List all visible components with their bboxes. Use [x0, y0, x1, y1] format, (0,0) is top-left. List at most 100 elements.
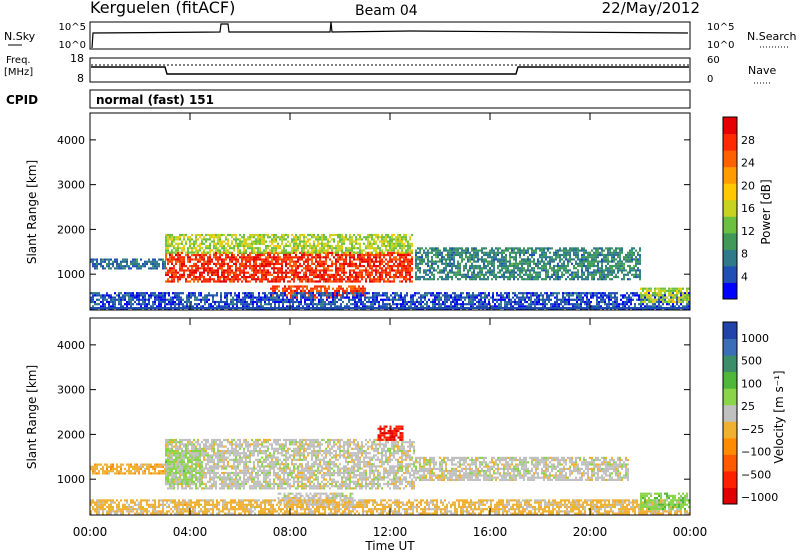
data-cell	[437, 264, 439, 268]
data-cell	[337, 267, 339, 270]
data-cell	[353, 240, 355, 243]
data-cell	[613, 251, 615, 254]
data-cell	[339, 267, 341, 270]
data-cell	[383, 280, 385, 283]
data-cell	[354, 285, 356, 288]
data-cell	[359, 233, 361, 237]
data-cell	[249, 242, 251, 245]
data-cell	[359, 242, 361, 245]
data-cell	[555, 251, 557, 254]
data-cell	[557, 269, 559, 272]
data-cell	[432, 305, 434, 308]
data-cell	[473, 258, 475, 261]
data-cell	[197, 278, 199, 281]
data-cell	[574, 292, 576, 295]
data-cell	[309, 233, 311, 237]
data-cell	[375, 240, 377, 243]
data-cell	[339, 262, 341, 265]
data-cell	[211, 258, 213, 261]
data-cell	[441, 251, 443, 254]
data-cell	[474, 298, 476, 301]
data-cell	[293, 265, 295, 268]
data-cell	[142, 298, 144, 301]
data-cell	[243, 256, 245, 259]
data-cell	[132, 258, 134, 261]
data-cell	[331, 233, 333, 237]
data-cell	[523, 249, 525, 252]
data-cell	[629, 267, 631, 270]
data-cell	[410, 294, 412, 297]
data-cell	[464, 298, 466, 301]
data-cell	[345, 254, 347, 257]
data-cell	[518, 298, 520, 301]
data-cell	[356, 303, 358, 306]
data-cell	[189, 256, 191, 259]
data-cell	[451, 278, 453, 281]
data-cell	[561, 267, 563, 270]
data-cell	[353, 280, 355, 283]
data-cell	[403, 278, 405, 281]
data-cell	[124, 296, 126, 299]
data-cell	[421, 260, 423, 263]
data-cell	[179, 233, 181, 237]
data-cell	[493, 258, 495, 261]
data-cell	[114, 296, 116, 299]
data-cell	[546, 296, 548, 299]
data-cell	[212, 294, 214, 297]
data-cell	[574, 305, 576, 308]
data-cell	[348, 300, 350, 304]
data-cell	[527, 278, 529, 281]
data-cell	[360, 300, 362, 304]
data-cell	[462, 305, 464, 308]
data-cell	[335, 278, 337, 281]
data-cell	[217, 242, 219, 245]
data-cell	[376, 300, 378, 304]
data-cell	[156, 296, 158, 299]
data-cell	[349, 269, 351, 272]
data-cell	[379, 249, 381, 252]
data-cell	[331, 238, 333, 241]
data-cell	[334, 303, 336, 306]
data-cell	[244, 298, 246, 301]
data-cell	[249, 256, 251, 259]
data-cell	[219, 258, 221, 261]
data-cell	[195, 276, 197, 279]
data-cell	[267, 236, 269, 239]
data-cell	[281, 273, 283, 276]
data-cell	[429, 275, 431, 279]
data-cell	[459, 271, 461, 274]
data-cell	[359, 269, 361, 272]
data-cell	[595, 258, 597, 261]
data-cell	[615, 258, 617, 261]
data-cell	[379, 265, 381, 268]
data-cell	[597, 251, 599, 254]
data-cell	[247, 276, 249, 279]
data-cell	[481, 273, 483, 276]
data-cell	[274, 292, 276, 295]
data-cell	[207, 278, 209, 281]
data-cell	[289, 256, 291, 259]
data-cell	[617, 247, 619, 250]
data-cell	[187, 236, 189, 239]
data-cell	[309, 258, 311, 261]
data-cell	[389, 249, 391, 252]
data-cell	[244, 296, 246, 299]
data-cell	[535, 249, 537, 252]
data-cell	[351, 236, 353, 239]
data-cell	[136, 267, 138, 270]
data-cell	[316, 305, 318, 308]
data-cell	[595, 247, 597, 250]
data-cell	[327, 251, 329, 254]
data-cell	[263, 254, 265, 257]
data-cell	[271, 240, 273, 243]
data-cell	[481, 258, 483, 261]
data-cell	[367, 254, 369, 257]
data-cell	[343, 240, 345, 243]
data-cell	[462, 303, 464, 306]
data-cell	[547, 275, 549, 279]
data-cell	[267, 273, 269, 276]
data-cell	[351, 265, 353, 268]
data-cell	[231, 280, 233, 283]
data-cell	[275, 249, 277, 252]
data-cell	[609, 247, 611, 250]
